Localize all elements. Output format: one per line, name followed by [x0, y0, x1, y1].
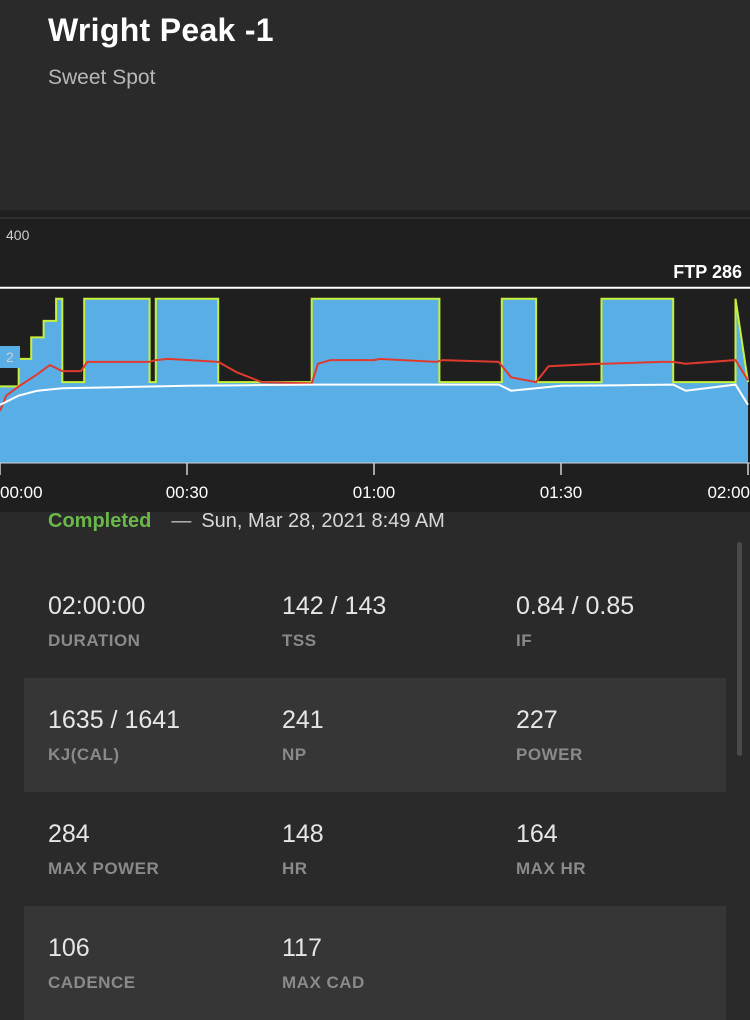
stat-label: POWER [516, 745, 583, 764]
completed-date: Sun, Mar 28, 2021 8:49 AM [201, 510, 445, 532]
power-chart-svg: 400 FTP 286 2 00:00 00:30 01:00 01:30 02:00 [0, 210, 750, 512]
stat-value: 117 [282, 934, 322, 962]
stat-duration: 02:00:00 DURATION [48, 594, 145, 651]
stat-value: 02:00:00 [48, 592, 146, 620]
stats-row-2: 1635 / 1641 KJ(CAL) 241 NP 227 POWER [24, 678, 726, 792]
power-chart: 400 FTP 286 2 00:00 00:30 01:00 01:30 02:00 [0, 210, 750, 512]
stat-label: DURATION [48, 631, 141, 650]
workout-title: Wright Peak -1 [48, 12, 274, 48]
completed-label: Completed [48, 510, 152, 532]
workout-subtitle: Sweet Spot [48, 66, 156, 89]
stat-label: MAX CAD [282, 973, 365, 992]
actual-power-line [0, 357, 749, 412]
y-tick-label-200: 2 [6, 349, 14, 365]
stat-kj-cal: 1635 / 1641 KJ(CAL) [48, 708, 180, 765]
status-separator: — [171, 510, 192, 532]
stats-row-1: 02:00:00 DURATION 142 / 143 TSS 0.84 / 0… [24, 564, 726, 678]
x-tick-label: 01:00 [353, 483, 396, 502]
stat-label: MAX POWER [48, 859, 160, 878]
x-tick-label: 01:30 [540, 483, 583, 502]
y-tick-label-bg [0, 346, 20, 368]
stat-label: HR [282, 859, 308, 878]
stat-np: 241 NP [282, 708, 324, 765]
stat-hr: 148 HR [282, 822, 324, 879]
x-ticks: 00:00 00:30 01:00 01:30 02:00 [0, 463, 750, 502]
stat-value: 148 [282, 820, 324, 848]
stat-value: 284 [48, 820, 90, 848]
ftp-label: FTP 286 [673, 262, 742, 282]
stat-value: 0.84 / 0.85 [516, 592, 635, 620]
stat-label: TSS [282, 631, 317, 650]
series-layer [0, 297, 749, 463]
stats-row-3: 284 MAX POWER 148 HR 164 MAX HR [24, 792, 726, 906]
stat-max-cad: 117 MAX CAD [282, 936, 365, 993]
stat-label: CADENCE [48, 973, 136, 992]
stat-power: 227 POWER [516, 708, 583, 765]
x-tick-label: 00:30 [166, 483, 209, 502]
stat-label: KJ(CAL) [48, 745, 120, 764]
stat-label: NP [282, 745, 307, 764]
stat-tss: 142 / 143 TSS [282, 594, 386, 651]
scrollbar[interactable] [737, 542, 742, 756]
x-tick-label: 02:00 [707, 483, 750, 502]
stat-max-hr: 164 MAX HR [516, 822, 586, 879]
stat-cadence: 106 CADENCE [48, 936, 136, 993]
stat-label: MAX HR [516, 859, 587, 878]
stat-max-power: 284 MAX POWER [48, 822, 159, 879]
completion-status: Completed — Sun, Mar 28, 2021 8:49 AM [48, 510, 445, 533]
target-power-area [0, 298, 748, 463]
stat-value: 227 [516, 706, 558, 734]
stat-value: 106 [48, 934, 90, 962]
stat-value: 164 [516, 820, 558, 848]
x-tick-label: 00:00 [0, 483, 43, 502]
stat-value: 142 / 143 [282, 592, 387, 620]
y-tick-label-400: 400 [6, 227, 30, 243]
stat-value: 241 [282, 706, 324, 734]
stat-if: 0.84 / 0.85 IF [516, 594, 634, 651]
cadence-heart-rate-line [0, 383, 749, 406]
stats-row-4: 106 CADENCE 117 MAX CAD [24, 906, 726, 1020]
stat-label: IF [516, 631, 533, 650]
stat-value: 1635 / 1641 [48, 706, 181, 734]
stats-table: 02:00:00 DURATION 142 / 143 TSS 0.84 / 0… [24, 564, 726, 1020]
